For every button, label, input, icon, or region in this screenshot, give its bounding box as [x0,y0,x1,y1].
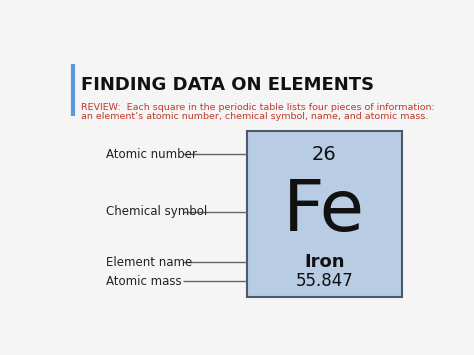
Text: Element name: Element name [106,256,192,268]
Text: 55.847: 55.847 [295,272,353,290]
Text: FINDING DATA ON ELEMENTS: FINDING DATA ON ELEMENTS [81,76,374,94]
Text: Chemical symbol: Chemical symbol [106,206,207,218]
Text: REVIEW:  Each square in the periodic table lists four pieces of information:: REVIEW: Each square in the periodic tabl… [81,103,435,112]
Text: Iron: Iron [304,253,345,271]
Text: Atomic mass: Atomic mass [106,275,182,288]
Bar [247,131,402,297]
Text: an element’s atomic number, chemical symbol, name, and atomic mass.: an element’s atomic number, chemical sym… [81,112,428,121]
Text: Atomic number: Atomic number [106,148,197,161]
Text: Fe: Fe [283,178,365,246]
Text: 26: 26 [312,145,337,164]
